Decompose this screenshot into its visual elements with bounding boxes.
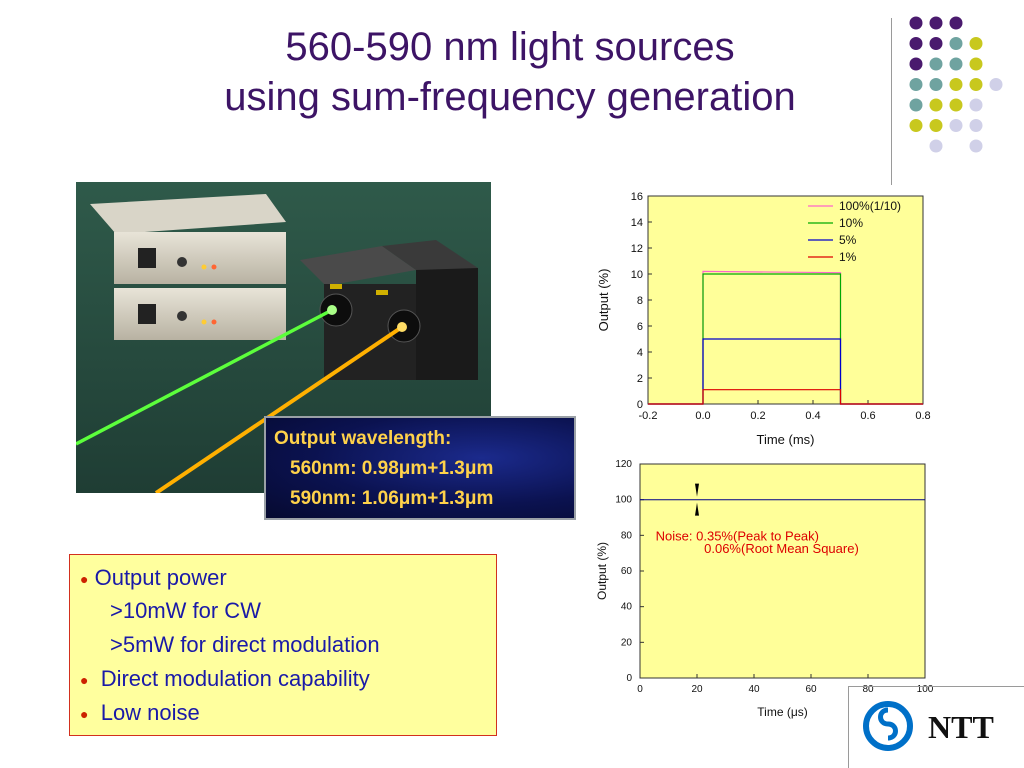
wavelength-560: 560nm: 0.98μm+1.3μm <box>290 458 494 479</box>
modulation-chart: 0 2 4 6 8 10 12 14 16 -0.2 0.0 0.2 0.4 0.6 0.8 Time (ms… <box>596 191 931 447</box>
y-tick-label: 0 <box>626 673 632 684</box>
decorative-dot <box>929 16 943 30</box>
bullet-text: Low noise <box>100 700 200 725</box>
decorative-dot <box>909 37 923 50</box>
decorative-dot <box>949 119 963 132</box>
y-tick-label: 16 <box>631 191 643 203</box>
y-tick-label: 4 <box>637 347 643 359</box>
y-axis-label: Output (%) <box>595 542 609 600</box>
bullet-subitem: >5mW for direct modulation <box>110 632 380 657</box>
decorative-dot <box>909 57 923 71</box>
decorative-dot <box>989 78 1003 91</box>
bullet-item: ● Output power <box>80 565 227 591</box>
decorative-dot <box>949 16 963 30</box>
decorative-dot <box>929 37 943 50</box>
x-tick-label: 40 <box>748 684 760 695</box>
decorative-dot <box>949 98 963 112</box>
y-axis-label: Output (%) <box>596 269 611 332</box>
y-tick-label: 0 <box>637 399 643 411</box>
y-tick-label: 14 <box>631 217 643 229</box>
decorative-dot <box>969 98 983 112</box>
output-wavelength-box: Output wavelength: 560nm: 0.98μm+1.3μm 5… <box>264 416 576 520</box>
bullet-item: ● Direct modulation capability <box>80 666 370 692</box>
x-tick-label: 0.6 <box>860 410 875 422</box>
plot-area <box>639 463 926 679</box>
y-tick-label: 10 <box>631 269 643 281</box>
noise-marker-top <box>695 483 699 497</box>
title-line-2: using sum-frequency generation <box>224 75 796 119</box>
wavelength-590: 590nm: 1.06μm+1.3μm <box>290 488 494 509</box>
x-tick-label: 0 <box>637 684 643 695</box>
y-tick-label: 2 <box>637 373 643 385</box>
decorative-dot <box>949 37 963 50</box>
x-axis-label: Time (μs) <box>757 705 807 719</box>
decorative-dot <box>929 139 943 153</box>
ntt-logo: NTT <box>863 701 994 751</box>
y-tick-label: 12 <box>631 243 643 255</box>
y-tick-label: 20 <box>621 637 633 648</box>
x-tick-label: 80 <box>862 684 874 695</box>
decorative-dots <box>909 16 1003 153</box>
legend-label: 1% <box>839 250 857 264</box>
y-tick-label: 60 <box>621 566 633 577</box>
decorative-dot <box>969 119 983 132</box>
x-tick-label: 0.0 <box>695 410 710 422</box>
legend-label: 10% <box>839 216 863 230</box>
y-tick-label: 8 <box>637 295 643 307</box>
x-tick-label: 20 <box>691 684 703 695</box>
y-tick-label: 80 <box>621 530 633 541</box>
slide-title: 560-590 nm light sources using sum-frequ… <box>80 22 940 122</box>
noise-chart: 0 20 40 60 80 100 120 0 20 40 60 80 100 Time (μs) Outp… <box>595 459 934 719</box>
noise-annotation-line1: Noise: 0.35%(Peak to Peak) <box>656 529 819 544</box>
decorative-dot <box>909 119 923 132</box>
decorative-dot <box>969 57 983 71</box>
decorative-dot <box>929 78 943 91</box>
decorative-dot <box>929 57 943 71</box>
x-tick-label: 60 <box>805 684 817 695</box>
y-tick-label: 6 <box>637 321 643 333</box>
y-tick-label: 40 <box>621 602 633 613</box>
features-box: ● Output power >10mW for CW >5mW for dir… <box>69 554 497 736</box>
decorative-dot <box>969 37 983 50</box>
title-line-1: 560-590 nm light sources <box>285 25 735 69</box>
ntt-logo-icon <box>863 701 913 751</box>
bullet-text: Direct modulation capability <box>100 666 370 691</box>
logo-divider-h <box>848 686 1024 687</box>
decorative-dot <box>929 119 943 132</box>
x-tick-label: 0.8 <box>915 410 930 422</box>
noise-annotation-line2: 0.06%(Root Mean Square) <box>704 541 859 556</box>
ntt-logo-text: NTT <box>928 709 994 745</box>
decorative-dot <box>949 57 963 71</box>
decorative-dot <box>929 98 943 112</box>
x-tick-label: -0.2 <box>639 410 658 422</box>
wavelength-heading: Output wavelength: <box>274 428 452 449</box>
x-tick-label: 0.2 <box>750 410 765 422</box>
bullet-item: ● Low noise <box>80 700 200 726</box>
bullet-icon: ● <box>80 571 89 588</box>
decorative-dot <box>969 139 983 153</box>
decorative-dot <box>909 98 923 112</box>
legend-label: 100%(1/10) <box>839 199 901 213</box>
x-tick-label: 100 <box>917 684 934 695</box>
logo-divider-v <box>848 686 849 768</box>
decorative-dot <box>969 78 983 91</box>
bullet-icon: ● <box>80 706 89 723</box>
series-line <box>648 389 923 405</box>
bullet-icon: ● <box>80 672 89 689</box>
bullet-text: Output power <box>94 565 227 590</box>
decorative-dot <box>949 78 963 91</box>
noise-marker-bottom <box>695 502 699 516</box>
x-axis-label: Time (ms) <box>756 432 814 447</box>
bullet-subitem: >10mW for CW <box>110 598 261 623</box>
decorative-dot <box>909 78 923 91</box>
divider-line <box>891 18 892 185</box>
x-tick-label: 0.4 <box>805 410 820 422</box>
plot-area <box>647 195 924 405</box>
decorative-dot <box>909 16 923 30</box>
legend-label: 5% <box>839 233 857 247</box>
y-tick-label: 100 <box>615 495 632 506</box>
y-tick-label: 120 <box>615 459 632 470</box>
